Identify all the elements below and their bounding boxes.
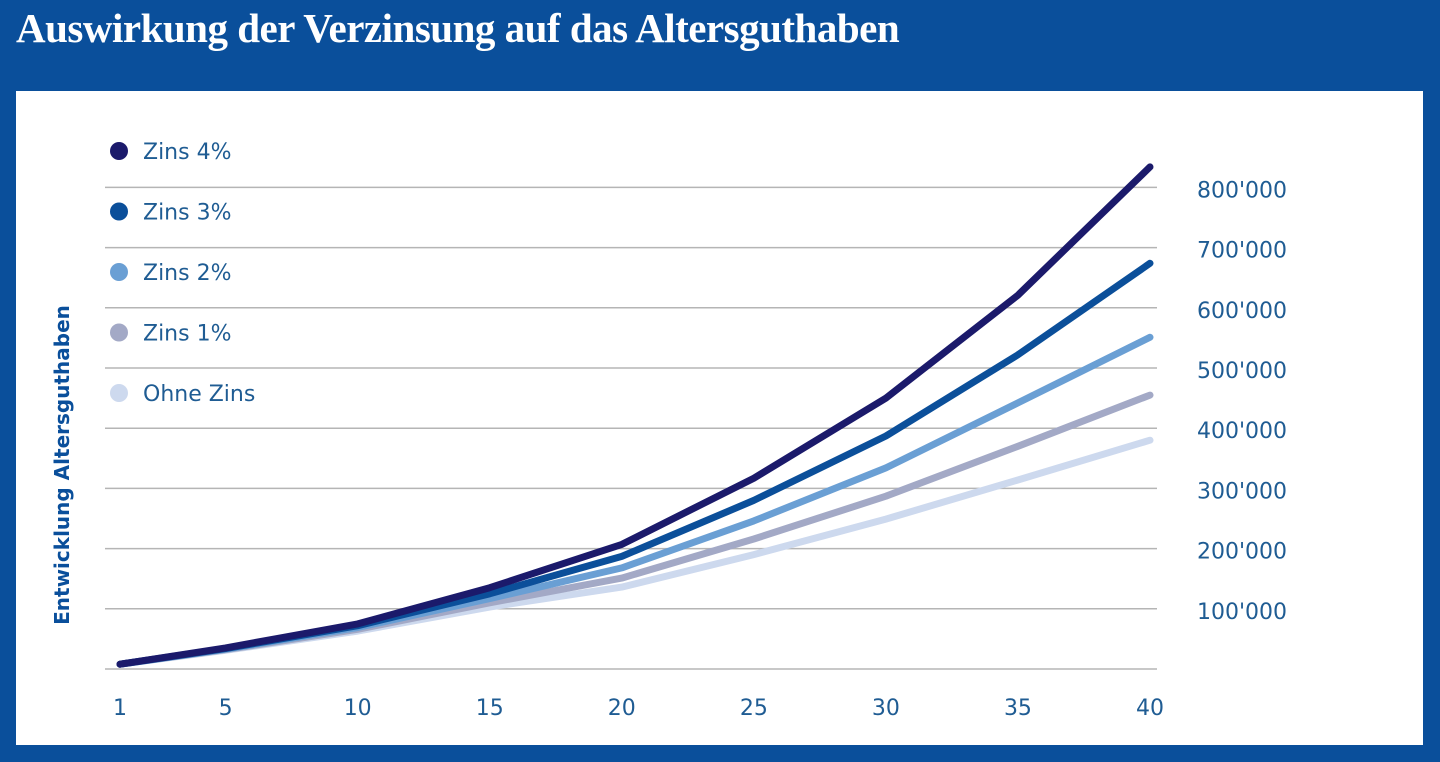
series-line-zins-3- [116,259,1154,668]
legend: Zins 4% Zins 3% Zins 2% Zins 1% Ohne Zins [110,140,255,407]
y-axis-label: Entwicklung Altersguthaben [50,305,74,625]
x-tick-label: 35 [1004,696,1032,721]
y-tick-label: 500'000 [1197,359,1287,384]
legend-item: Ohne Zins [110,382,255,407]
legend-item: Zins 4% [110,140,231,165]
y-tick-label: 700'000 [1197,239,1287,264]
y-tick-label: 800'000 [1197,178,1287,203]
series-line-zins-2- [116,333,1154,668]
legend-marker-icon [110,384,128,402]
y-tick-label: 300'000 [1197,479,1287,504]
y-axis-ticks: 100'000 200'000 300'000 400'000 500'000 600'0… [1197,178,1287,624]
x-tick-label: 20 [608,696,636,721]
x-tick-label: 10 [344,696,372,721]
legend-label: Zins 3% [143,201,231,226]
legend-marker-icon [110,142,128,160]
legend-marker-icon [110,202,128,221]
x-tick-label: 30 [872,696,900,721]
legend-label: Zins 2% [143,261,231,286]
x-tick-label: 15 [476,696,504,721]
legend-marker-icon [110,323,128,342]
series-line-zins-4- [116,163,1154,668]
gridlines [105,186,1157,670]
x-tick-label: 1 [113,696,127,721]
series-line-zins-1- [116,391,1154,668]
x-tick-label: 5 [219,696,233,721]
series-lines [116,163,1154,668]
chart-title: Auswirkung der Verzinsung auf das Alters… [16,5,900,51]
x-tick-label: 25 [740,696,768,721]
chart-panel [16,91,1423,745]
y-tick-label: 600'000 [1197,299,1287,324]
x-tick-label: 40 [1136,696,1164,721]
legend-label: Zins 4% [143,140,231,165]
y-tick-label: 100'000 [1197,600,1287,625]
legend-marker-icon [110,263,128,281]
legend-label: Zins 1% [143,322,231,347]
legend-item: Zins 3% [110,201,231,226]
y-tick-label: 200'000 [1197,540,1287,565]
y-tick-label: 400'000 [1197,419,1287,444]
legend-label: Ohne Zins [143,382,255,407]
legend-item: Zins 1% [110,322,231,347]
x-axis-ticks: 1 5 10 15 20 25 30 35 40 [113,696,1164,721]
legend-item: Zins 2% [110,261,231,286]
